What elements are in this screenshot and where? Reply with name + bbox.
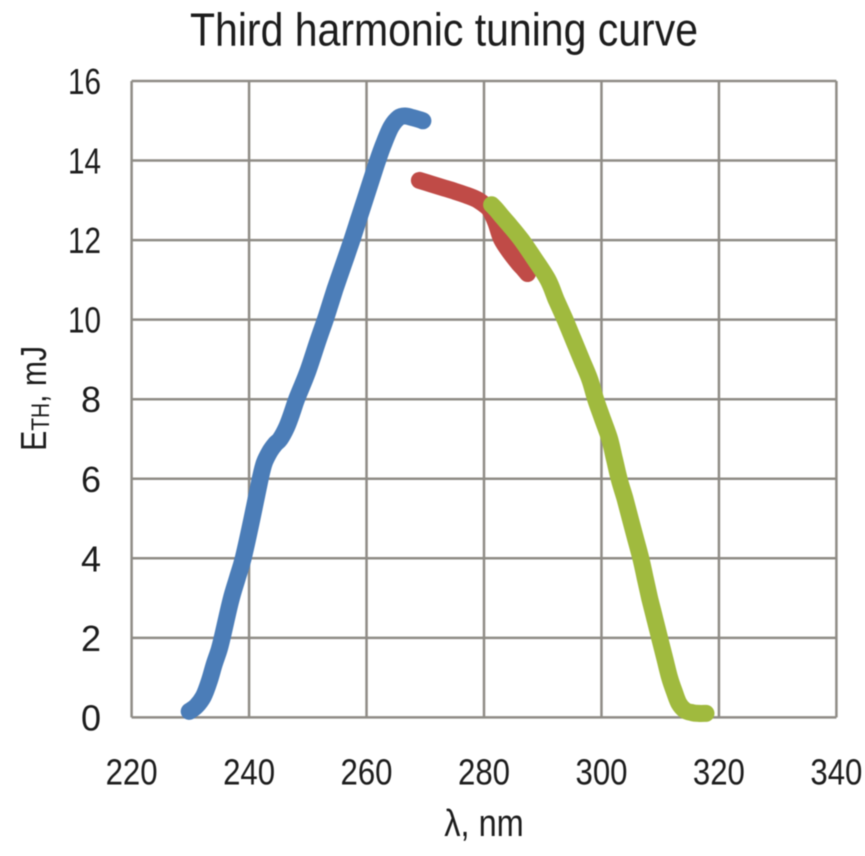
- svg-text:14: 14: [68, 141, 101, 182]
- svg-text:10: 10: [68, 300, 101, 341]
- svg-text:Third harmonic tuning curve: Third harmonic tuning curve: [190, 3, 698, 55]
- svg-text:0: 0: [81, 697, 101, 738]
- svg-text:280: 280: [458, 752, 510, 793]
- svg-text:ETH, mJ: ETH, mJ: [13, 346, 55, 451]
- svg-text:340: 340: [810, 752, 862, 793]
- svg-text:240: 240: [223, 752, 275, 793]
- svg-text:220: 220: [106, 752, 158, 793]
- svg-text:260: 260: [341, 752, 393, 793]
- svg-text:16: 16: [68, 61, 101, 102]
- svg-text:4: 4: [81, 538, 101, 579]
- svg-text:λ, nm: λ, nm: [444, 803, 524, 845]
- svg-text:320: 320: [693, 752, 745, 793]
- svg-text:6: 6: [81, 459, 101, 500]
- svg-text:8: 8: [81, 379, 101, 420]
- svg-text:2: 2: [81, 618, 101, 659]
- svg-text:12: 12: [68, 220, 101, 261]
- svg-text:300: 300: [576, 752, 628, 793]
